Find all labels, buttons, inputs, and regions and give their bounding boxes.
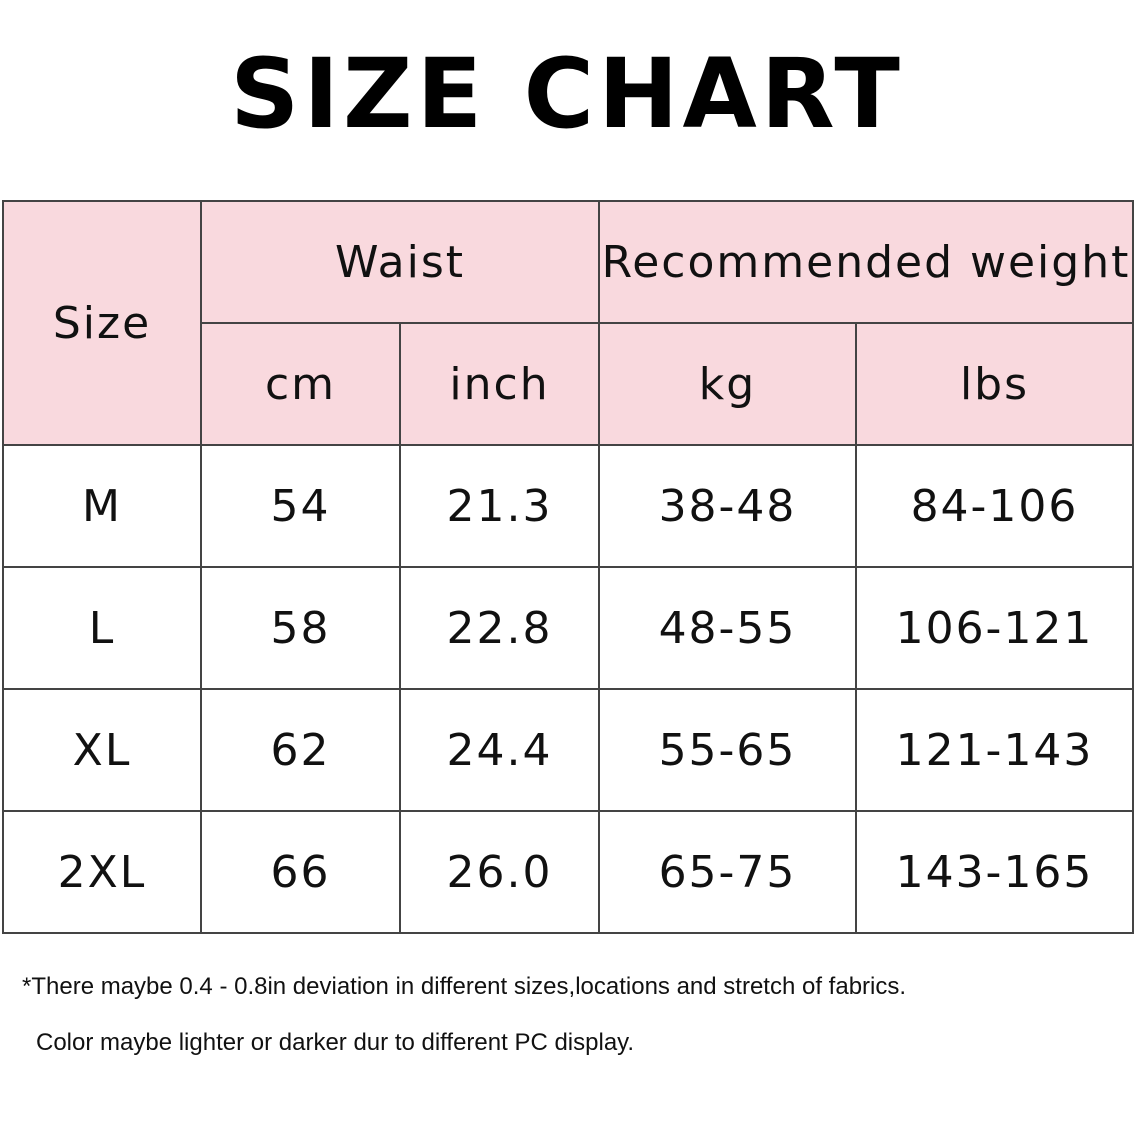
cell-kg: 48-55: [598, 566, 857, 690]
cell-cm: 58: [200, 566, 401, 690]
cell-inch: 24.4: [399, 688, 600, 812]
table-row: L 58 22.8 48-55 106-121: [2, 566, 1134, 690]
cell-inch: 22.8: [399, 566, 600, 690]
deviation-note: *There maybe 0.4 - 0.8in deviation in di…: [22, 973, 907, 1000]
header-lbs: lbs: [855, 322, 1134, 446]
cell-size: M: [2, 444, 202, 568]
cell-kg: 65-75: [598, 810, 857, 934]
size-table: Size Waist Recommended weight cm inch kg…: [2, 200, 1134, 934]
cell-cm: 66: [200, 810, 401, 934]
header-cm: cm: [200, 322, 401, 446]
cell-size: L: [2, 566, 202, 690]
cell-cm: 54: [200, 444, 401, 568]
cell-lbs: 106-121: [855, 566, 1134, 690]
cell-kg: 38-48: [598, 444, 857, 568]
header-waist: Waist: [200, 200, 600, 324]
table-row: XL 62 24.4 55-65 121-143: [2, 688, 1134, 812]
color-note: Color maybe lighter or darker dur to dif…: [36, 1029, 635, 1056]
cell-size: 2XL: [2, 810, 202, 934]
cell-lbs: 121-143: [855, 688, 1134, 812]
cell-kg: 55-65: [598, 688, 857, 812]
table-row: M 54 21.3 38-48 84-106: [2, 444, 1134, 568]
header-kg: kg: [598, 322, 857, 446]
header-size: Size: [2, 200, 202, 446]
table-row: 2XL 66 26.0 65-75 143-165: [2, 810, 1134, 934]
page-title: SIZE CHART: [230, 38, 904, 150]
cell-lbs: 143-165: [855, 810, 1134, 934]
cell-inch: 21.3: [399, 444, 600, 568]
cell-lbs: 84-106: [855, 444, 1134, 568]
cell-inch: 26.0: [399, 810, 600, 934]
header-inch: inch: [399, 322, 600, 446]
cell-size: XL: [2, 688, 202, 812]
cell-cm: 62: [200, 688, 401, 812]
header-weight: Recommended weight: [598, 200, 1134, 324]
